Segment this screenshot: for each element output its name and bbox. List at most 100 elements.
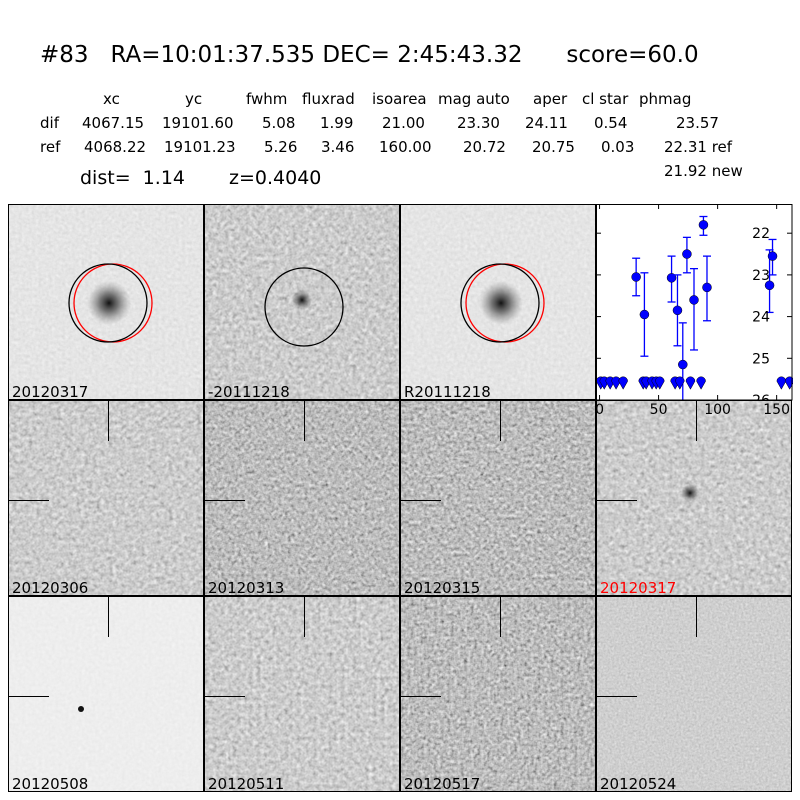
image-stamp: -20111218	[204, 204, 400, 400]
data-point	[682, 249, 692, 259]
y-tick-label: 25	[752, 351, 770, 367]
cell: 20.75	[532, 138, 575, 156]
col-header: mag auto	[438, 90, 510, 108]
stamp-image	[597, 597, 791, 791]
stamp-image	[9, 597, 203, 791]
cell: 3.46	[321, 138, 355, 156]
crosshair-vertical	[696, 597, 697, 637]
data-point	[672, 305, 683, 316]
crosshair-horizontal	[205, 500, 245, 501]
crosshair-vertical	[108, 401, 109, 441]
candidate-title: #83 RA=10:01:37.535 DEC= 2:45:43.32 scor…	[40, 42, 699, 68]
crosshair-horizontal	[205, 696, 245, 697]
data-point	[764, 280, 775, 291]
row-label: dif	[40, 114, 59, 132]
col-header: isoarea	[372, 90, 427, 108]
crosshair-vertical	[500, 401, 501, 441]
crosshair-horizontal	[9, 696, 49, 697]
source-blob	[78, 706, 84, 712]
source-blob	[479, 281, 523, 325]
light-curve-plot: 22 23 24 25 26	[596, 204, 793, 401]
cell: 23.30	[457, 114, 500, 132]
data-point	[702, 282, 712, 293]
data-point	[666, 273, 677, 283]
crosshair-horizontal	[597, 696, 637, 697]
aperture-circle	[68, 263, 148, 343]
data-point	[698, 220, 709, 230]
stamp-date-label: 20120317	[12, 382, 89, 400]
upper-limit-marker	[675, 376, 685, 390]
cell: 23.57	[676, 114, 719, 132]
data-point	[678, 359, 688, 370]
y-tick-label: 22	[752, 226, 770, 242]
crosshair-horizontal	[401, 500, 441, 501]
image-stamp: 20120517	[400, 596, 596, 792]
stamp-date-label: -20111218	[208, 382, 290, 400]
image-stamp: R20111218	[400, 204, 596, 400]
data-point	[631, 272, 641, 282]
image-stamp: 20120315	[400, 400, 596, 596]
cell: 24.11	[525, 114, 568, 132]
stamp-image	[9, 401, 203, 595]
stamp-date-label: 20120511	[208, 774, 285, 792]
cell: 0.03	[601, 138, 635, 156]
col-header: fluxrad	[302, 90, 355, 108]
source-blob	[681, 484, 699, 502]
redshift-value: z=0.4040	[229, 167, 322, 189]
x-tick-label: 100	[704, 402, 731, 418]
data-point	[639, 309, 650, 320]
data-point	[689, 295, 699, 305]
stamp-date-label: 20120524	[600, 774, 677, 792]
stamp-date-label: 20120313	[208, 578, 285, 596]
stamp-image	[401, 205, 595, 399]
cell: 1.99	[320, 114, 354, 132]
stamp-date-label: 20120517	[404, 774, 481, 792]
cell: 0.54	[594, 114, 628, 132]
upper-limit-marker	[685, 376, 696, 390]
col-header: cl star	[582, 90, 629, 108]
source-blob	[292, 290, 312, 310]
y-tick-label: 24	[752, 310, 770, 326]
image-stamp: 20120511	[204, 596, 400, 792]
stamp-image	[9, 205, 203, 399]
upper-limit-marker	[784, 376, 793, 390]
col-header: aper	[533, 90, 568, 108]
stamp-date-label: 20120306	[12, 578, 89, 596]
image-stamp: 20120306	[8, 400, 204, 596]
crosshair-horizontal	[9, 500, 49, 501]
col-header: yc	[185, 90, 203, 108]
row-label: ref	[40, 138, 61, 156]
dist-value: dist= 1.14	[80, 167, 185, 189]
col-header: phmag	[639, 90, 692, 108]
cell: 4068.22	[84, 138, 147, 156]
new-phmag: 21.92 new	[664, 162, 743, 180]
image-stamp: 20120313	[204, 400, 400, 596]
upper-limit-marker	[618, 376, 628, 390]
stamp-date-label: 20120508	[12, 774, 89, 792]
cell: 22.31 ref	[664, 138, 733, 156]
cell: 20.72	[463, 138, 506, 156]
source-blob	[87, 281, 131, 325]
x-tick-label: 50	[649, 402, 668, 418]
upper-limit-marker	[655, 376, 665, 390]
image-stamp: 20120508	[8, 596, 204, 792]
image-stamp: 20120317	[596, 400, 792, 596]
stamp-image	[401, 597, 595, 791]
stamp-image	[205, 401, 399, 595]
stamp-image	[205, 205, 399, 399]
crosshair-horizontal	[597, 500, 637, 501]
stamp-date-label: 20120315	[404, 578, 481, 596]
crosshair-vertical	[500, 597, 501, 637]
col-header: fwhm	[246, 90, 288, 108]
cell: 19101.23	[164, 138, 236, 156]
stamp-image	[401, 401, 595, 595]
aperture-circle	[264, 267, 344, 347]
stamp-date-label: R20111218	[404, 382, 491, 400]
image-stamp: 20120317	[8, 204, 204, 400]
cell: 19101.60	[162, 114, 234, 132]
col-header: xc	[103, 90, 120, 108]
aperture-circle	[460, 263, 540, 343]
image-stamp: 20120524	[596, 596, 792, 792]
plot-frame	[596, 204, 793, 401]
crosshair-vertical	[304, 401, 305, 441]
